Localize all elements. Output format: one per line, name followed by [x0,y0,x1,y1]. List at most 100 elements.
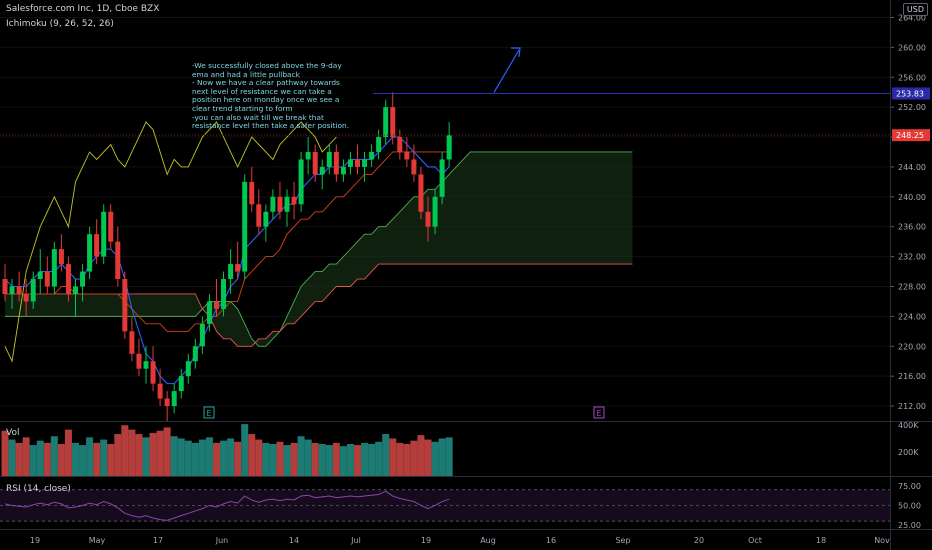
currency-label[interactable]: USD [902,3,928,16]
volume-bar [325,445,333,476]
candle-body [44,271,50,287]
annotation-note[interactable]: -We successfully closed above the 9-day … [192,61,350,131]
volume-bar [248,434,256,476]
volume-bar [339,446,347,476]
volume-bar [276,441,284,476]
volume-bar [234,441,242,476]
rsi-axis-label: 75.00 [898,482,921,491]
volume-bar [22,437,30,476]
candle-body [242,181,248,272]
volume-bar [410,440,418,476]
volume-bar [8,439,16,476]
volume-bar [142,437,150,476]
candle-body [432,196,438,227]
volume-bar [29,445,37,476]
candle-body [178,376,184,392]
target-arrow-shaft [493,49,520,93]
volume-bar [170,436,178,476]
y-tick-label: 232.00 [898,253,926,262]
candle-body [2,279,8,294]
candle-body [277,196,283,212]
candle-body [150,361,156,384]
candle-body [65,264,71,294]
y-tick-label: 264.00 [898,13,926,22]
candle-body [199,323,205,347]
candle-body [333,151,339,175]
candle-body [312,151,318,175]
candle-body [418,174,424,212]
x-tick-label: Jun [215,536,229,545]
volume-bar [424,439,432,476]
volume-bar [220,440,228,476]
resistance-price-box [892,87,930,100]
candle-body [347,159,353,167]
x-tick-label: 19 [421,536,431,545]
candle-body [439,159,445,197]
candle-body [214,301,219,309]
volume-bar [283,445,291,476]
candle-body [256,204,262,227]
x-tick-label: 17 [153,536,163,545]
volume-bar [311,442,319,476]
y-tick-label: 260.00 [898,43,926,52]
indicator-legend[interactable]: Ichimoku (9, 26, 52, 26) [6,19,114,29]
volume-bar [57,443,65,476]
candle-body [115,241,121,280]
volume-bar [205,437,213,476]
last-price-label: 248.25 [896,131,924,140]
volume-bar [241,424,249,476]
candle-body [305,151,311,160]
x-tick-label: 19 [30,536,40,545]
lagging-span [4,121,337,363]
x-tick-label: Sep [615,536,630,545]
x-tick-label: 16 [546,536,556,545]
symbol-title[interactable]: Salesforce.com Inc, 1D, Cboe BZX [6,4,160,14]
volume-bar [156,430,164,476]
volume-bar [198,439,206,476]
volume-bar [332,442,340,476]
volume-bar [255,439,263,476]
volume-bar [184,440,192,476]
volume-bar [72,442,79,476]
volume-bar [431,441,439,476]
volume-bar [438,438,446,476]
volume-bar [213,442,220,476]
candle-body [249,181,255,205]
volume-bar [93,442,101,476]
volume-bar [318,443,326,476]
candle-body [376,137,382,152]
y-tick-label: 252.00 [898,103,926,112]
rsi-pane [0,489,890,522]
volume-bar [79,445,87,476]
volume-bar [50,436,58,476]
volume-axis-label: 400K [898,421,919,430]
volume-bar [128,429,136,476]
y-tick-label: 236.00 [898,223,926,232]
axes: 264.00260.00256.00252.00248.00244.00240.… [30,13,930,545]
volume-bar [297,436,305,476]
volume-bar [1,430,9,476]
resistance-price-label: 253.83 [896,89,924,98]
candle-body [80,271,86,287]
volume-bar [121,425,129,476]
volume-bar [396,442,404,476]
volume-bar [149,432,157,476]
candle-body [369,151,375,160]
candle-body [319,166,325,175]
conversion-line [4,136,450,385]
y-tick-label: 228.00 [898,282,926,291]
candle-body [355,159,360,167]
candle-body [122,279,128,332]
volume-bar [100,439,108,476]
y-tick-label: 240.00 [898,193,926,202]
earnings-marker [593,406,605,419]
earnings-marker [203,406,215,419]
candle-body [157,383,163,399]
candle-body [108,211,114,242]
candle-body [51,249,57,287]
volume-bar [417,435,425,476]
candle-body [263,211,269,227]
candle-body [58,249,64,265]
earnings-marker-label: E [596,409,601,418]
